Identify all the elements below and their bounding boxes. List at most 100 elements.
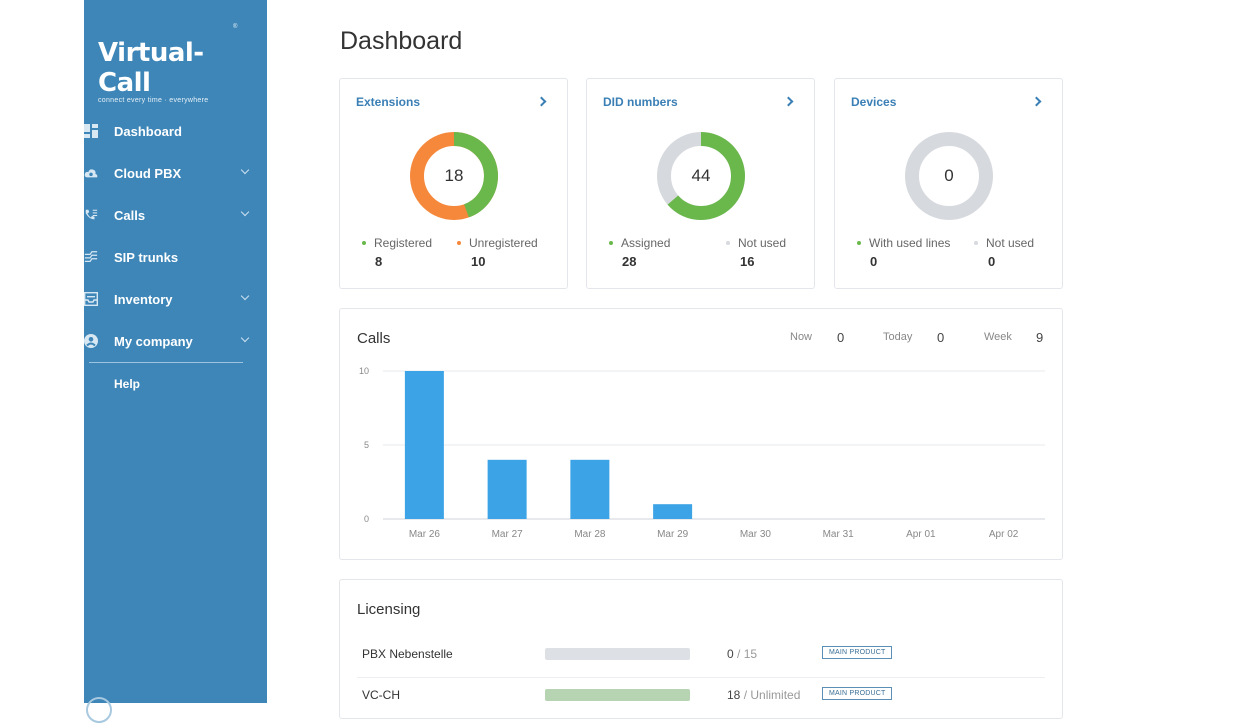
licensing-title: Licensing <box>357 601 421 618</box>
legend-value: 10 <box>471 254 486 269</box>
card-title[interactable]: Extensions <box>356 95 421 109</box>
donut-total: 18 <box>444 166 464 185</box>
extensions-card[interactable]: Extensions 18 Registered 8 Unregistered … <box>339 78 568 289</box>
donut-segment-empty <box>905 132 993 220</box>
legend-value: 0 <box>870 254 878 269</box>
chevron-right-icon[interactable] <box>536 96 547 107</box>
license-usage-fill <box>545 689 690 701</box>
donut-total: 44 <box>691 166 711 185</box>
legend-item: Registered <box>362 236 432 250</box>
chevron-down-icon <box>240 165 250 175</box>
chevron-down-icon <box>240 291 250 301</box>
license-total: 15 <box>743 647 758 661</box>
dashboard-icon <box>84 124 98 138</box>
extensions-donut <box>410 132 498 220</box>
x-tick-label: Mar 28 <box>574 529 606 540</box>
legend-label: With used lines <box>869 236 951 250</box>
y-tick-label: 10 <box>359 366 369 376</box>
legend-value: 28 <box>622 254 637 269</box>
legend-dot <box>457 240 461 245</box>
chevron-down-icon <box>240 333 250 343</box>
sidebar-item-sip-trunks[interactable]: SIP trunks <box>84 236 267 278</box>
main-product-badge: MAIN PRODUCT <box>822 646 893 659</box>
sidebar-divider <box>89 362 243 363</box>
calls-card: Calls Now 0 Today 0 Week 9 0 5 10 Mar 26 Mar… <box>339 308 1063 560</box>
inventory-icon <box>84 292 98 306</box>
row-divider <box>357 677 1045 678</box>
license-count: 0 / 15 <box>727 647 758 661</box>
legend-item: Assigned <box>609 236 670 250</box>
sidebar-item-label: My company <box>114 333 193 349</box>
bar <box>570 459 610 519</box>
stat-label-today: Today <box>883 331 913 343</box>
sidebar-item-label: Inventory <box>114 291 173 307</box>
legend-label: Assigned <box>621 236 671 250</box>
trunk-icon <box>84 250 98 264</box>
sidebar-item-label: Dashboard <box>114 123 182 139</box>
sidebar-item-dashboard[interactable]: Dashboard <box>84 110 267 152</box>
sidebar-item-help[interactable]: Help <box>114 377 141 391</box>
card-title[interactable]: DID numbers <box>603 95 678 109</box>
license-used: 18 <box>727 688 741 702</box>
x-tick-label: Mar 27 <box>492 529 524 540</box>
donut-total: 0 <box>944 166 954 185</box>
phone-icon <box>84 208 98 222</box>
license-row: VC-CH 18 / Unlimited MAIN PRODUCT <box>357 679 1045 719</box>
legend-label: Registered <box>374 236 433 250</box>
legend-dot <box>726 240 730 245</box>
legend-label: Not used <box>986 236 1035 250</box>
license-usage-bar <box>545 648 690 660</box>
x-tick-label: Apr 01 <box>906 529 936 540</box>
legend-dot <box>974 240 978 245</box>
y-tick-label: 0 <box>364 514 369 524</box>
license-total: Unlimited <box>750 688 801 702</box>
devices-card[interactable]: Devices 0 With used lines 0 Not used 0 <box>834 78 1063 289</box>
page-title: Dashboard <box>340 27 463 55</box>
bar <box>487 459 527 519</box>
did-donut <box>657 132 745 220</box>
sidebar-item-label: SIP trunks <box>114 249 179 265</box>
chevron-right-icon[interactable] <box>783 96 794 107</box>
legend-item: With used lines <box>857 236 950 250</box>
sidebar-item-inventory[interactable]: Inventory <box>84 278 267 320</box>
calls-bar-chart: 0 5 10 Mar 26 Mar 27 Mar 28 Mar 29 Mar 30 Mar 31… <box>359 366 1045 540</box>
legend-dot <box>609 240 613 245</box>
x-tick-label: Mar 31 <box>823 529 855 540</box>
bar <box>653 504 693 519</box>
card-title[interactable]: Devices <box>851 95 897 109</box>
x-tick-label: Mar 30 <box>740 529 772 540</box>
sidebar-item-calls[interactable]: Calls <box>84 194 267 236</box>
avatar[interactable] <box>86 697 112 723</box>
stat-value-today: 0 <box>937 330 945 345</box>
chevron-down-icon <box>240 207 250 217</box>
stat-value-now: 0 <box>837 330 845 345</box>
logo-text: Virtual-Call <box>98 38 204 98</box>
donut-segment-assigned <box>657 132 745 220</box>
sidebar-item-cloud-pbx[interactable]: Cloud PBX <box>84 152 267 194</box>
sidebar-item-my-company[interactable]: My company <box>84 320 267 362</box>
chevron-right-icon[interactable] <box>1031 96 1042 107</box>
stat-label-now: Now <box>790 331 813 343</box>
legend-dot <box>362 240 366 245</box>
legend-label: Unregistered <box>469 236 538 250</box>
legend-value: 0 <box>988 254 996 269</box>
sidebar-item-label: Calls <box>114 207 146 223</box>
logo[interactable]: Virtual-Call connect every time · everyw… <box>98 38 238 104</box>
stat-value-week: 9 <box>1036 330 1044 345</box>
license-used: 0 <box>727 647 734 661</box>
calls-title: Calls <box>357 330 391 347</box>
x-tick-label: Apr 02 <box>989 529 1019 540</box>
legend-value: 8 <box>375 254 383 269</box>
legend-value: 16 <box>740 254 755 269</box>
license-usage-bar <box>545 689 690 701</box>
legend-item: Unregistered <box>457 236 538 250</box>
y-tick-label: 5 <box>364 440 369 450</box>
license-row: PBX Nebenstelle 0 / 15 MAIN PRODUCT <box>357 638 1045 678</box>
x-tick-label: Mar 26 <box>409 529 441 540</box>
legend-dot <box>857 240 861 245</box>
license-name: VC-CH <box>362 688 400 702</box>
x-tick-label: Mar 29 <box>657 529 689 540</box>
sidebar-item-label: Cloud PBX <box>114 165 182 181</box>
user-icon <box>84 334 98 348</box>
did-numbers-card[interactable]: DID numbers 44 Assigned 28 Not used 16 <box>586 78 815 289</box>
